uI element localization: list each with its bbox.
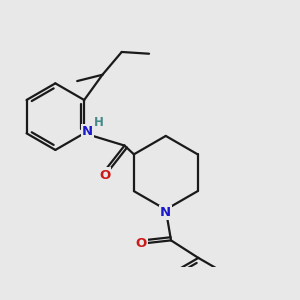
Text: O: O: [99, 169, 110, 182]
Text: H: H: [94, 116, 104, 129]
Text: N: N: [82, 125, 93, 138]
Text: N: N: [160, 206, 171, 219]
Text: O: O: [135, 237, 146, 250]
